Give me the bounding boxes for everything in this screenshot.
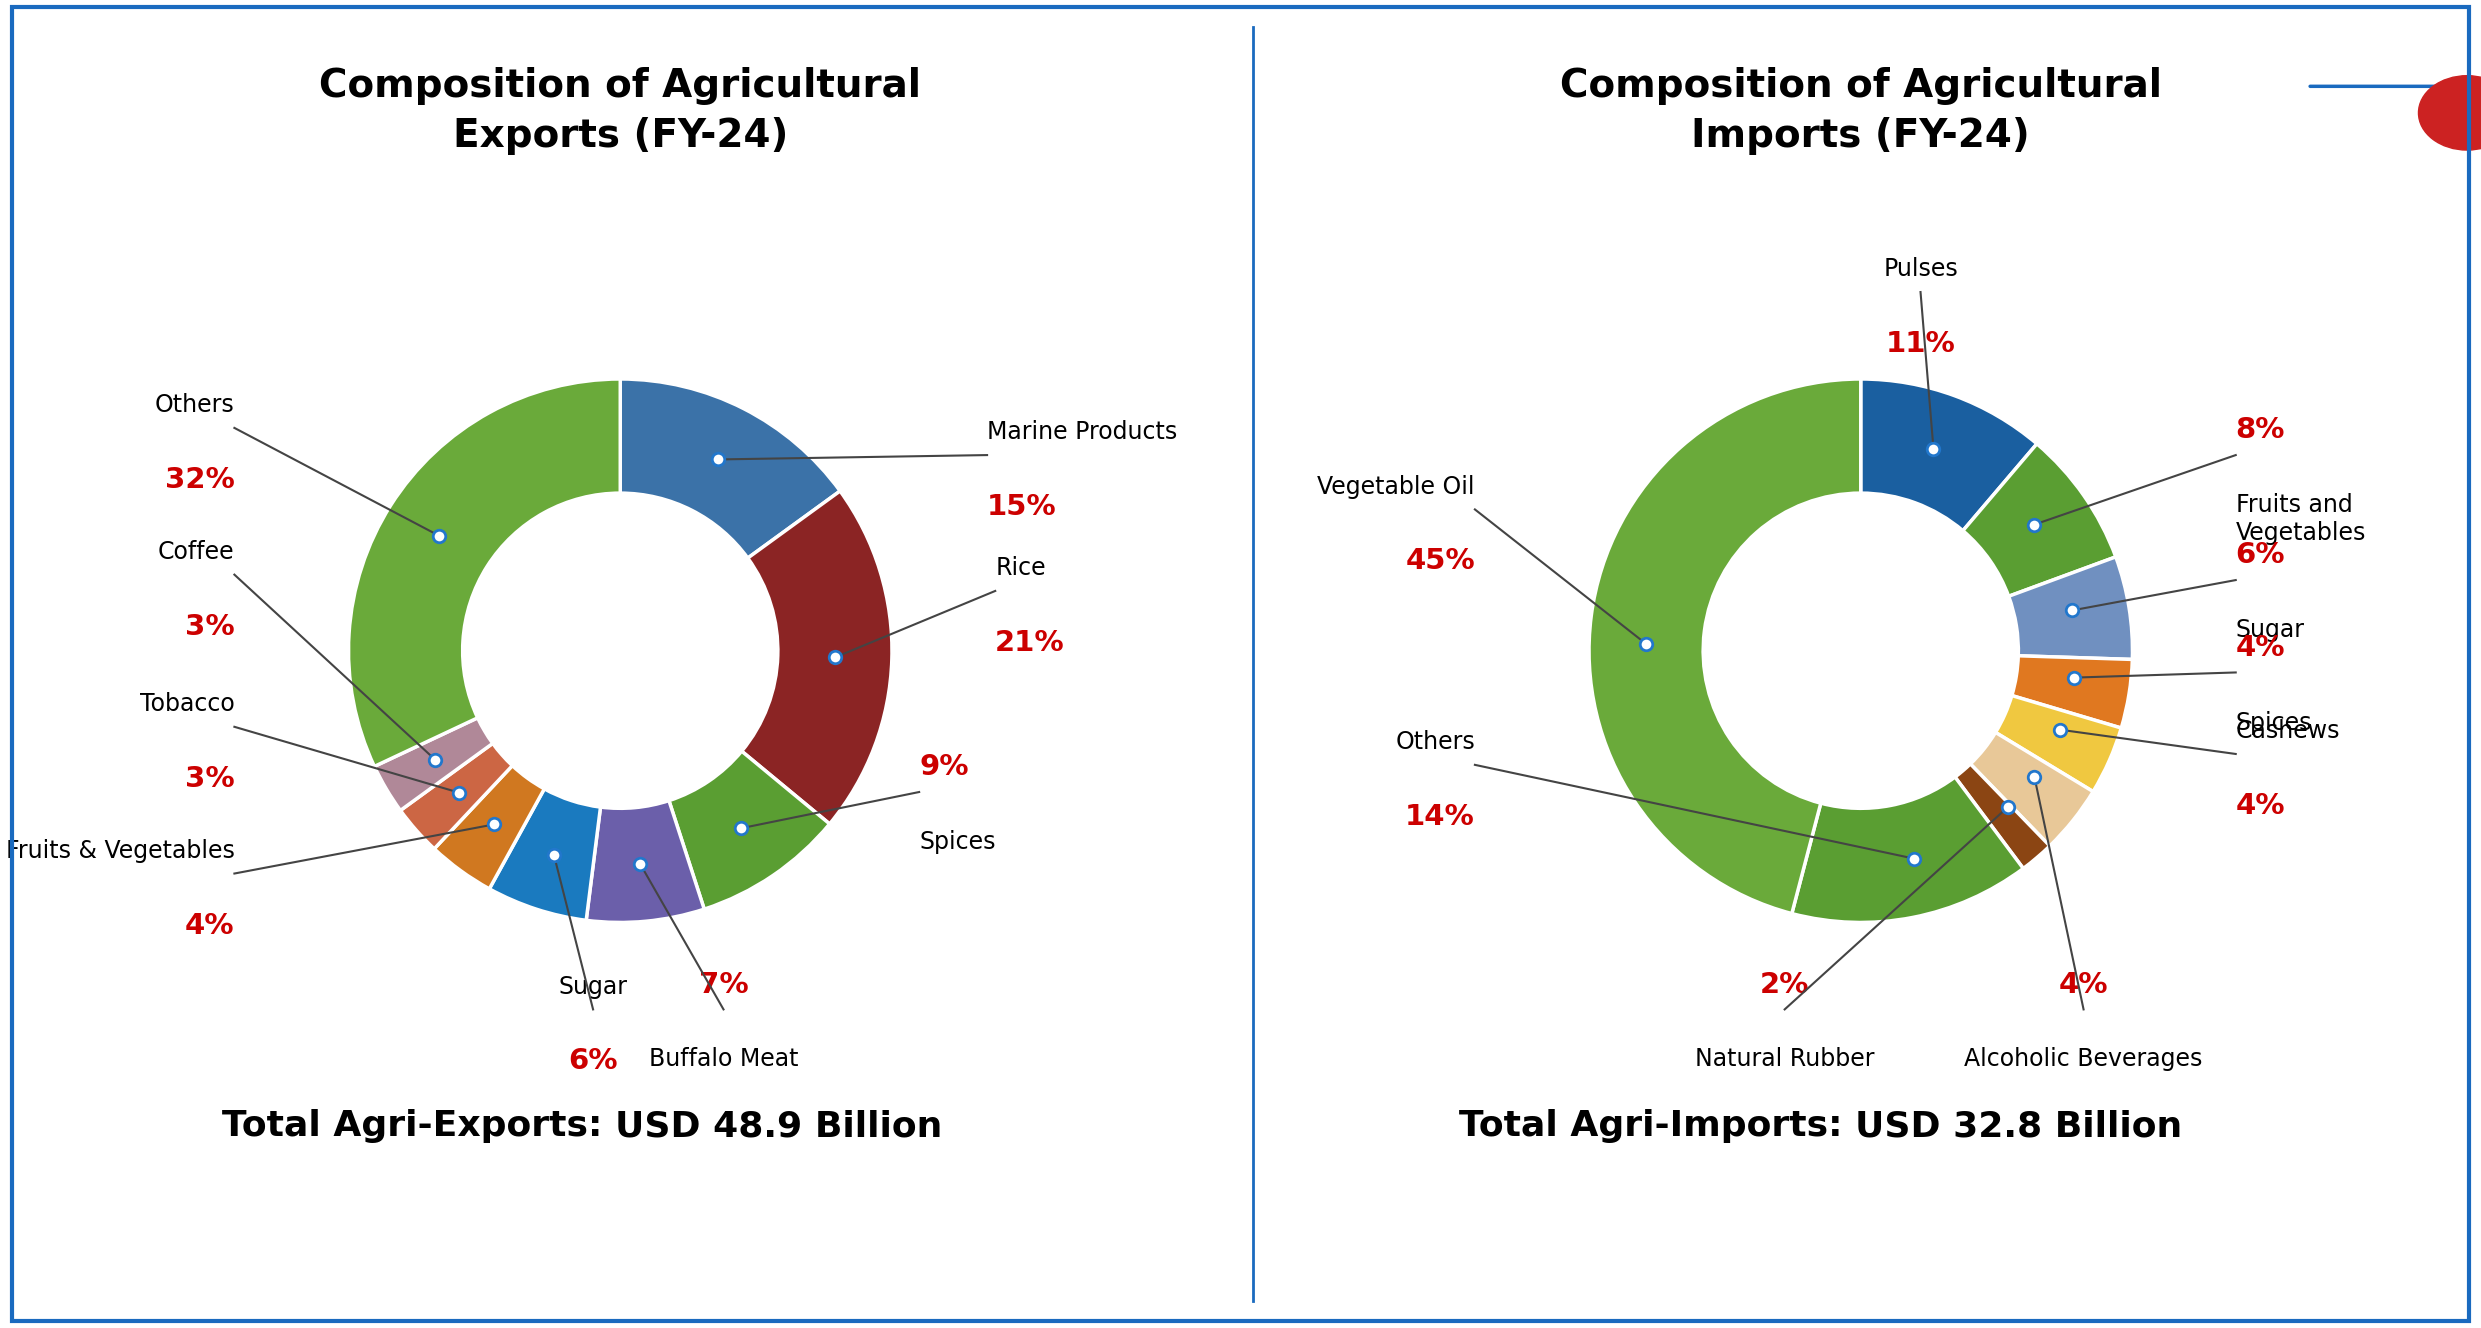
Wedge shape — [1861, 378, 2037, 531]
Wedge shape — [586, 801, 705, 923]
Text: Spices: Spices — [918, 830, 995, 854]
Text: Others: Others — [1394, 730, 1474, 754]
Text: Pulses: Pulses — [1883, 258, 1958, 282]
Text: 3%: 3% — [184, 765, 233, 793]
Wedge shape — [434, 766, 543, 888]
Wedge shape — [670, 752, 829, 910]
Text: Sugar: Sugar — [558, 975, 628, 999]
Text: 7%: 7% — [700, 971, 749, 999]
Text: Others: Others — [154, 393, 233, 417]
Wedge shape — [1955, 764, 2049, 869]
Wedge shape — [1970, 733, 2094, 846]
Text: 8%: 8% — [2235, 416, 2285, 444]
Wedge shape — [399, 744, 514, 849]
Text: Total Agri-Imports:: Total Agri-Imports: — [1459, 1109, 1856, 1143]
Text: 3%: 3% — [184, 612, 233, 640]
Text: 15%: 15% — [987, 493, 1057, 521]
Text: Marine Products: Marine Products — [987, 420, 1178, 444]
Text: Cashews: Cashews — [2235, 718, 2340, 744]
Wedge shape — [2010, 556, 2134, 660]
Text: 6%: 6% — [2235, 542, 2285, 570]
Wedge shape — [1995, 696, 2121, 791]
Text: 4%: 4% — [2235, 791, 2285, 819]
Text: 9%: 9% — [918, 753, 968, 781]
Text: Spices: Spices — [2235, 710, 2312, 734]
Circle shape — [1702, 493, 2020, 809]
Wedge shape — [1588, 378, 1861, 914]
Text: Coffee: Coffee — [159, 539, 233, 564]
Text: Natural Rubber: Natural Rubber — [1695, 1048, 1876, 1072]
Text: USD 48.9 Billion: USD 48.9 Billion — [615, 1109, 943, 1143]
Text: Vegetable Oil: Vegetable Oil — [1317, 474, 1474, 498]
Text: Sugar: Sugar — [2235, 618, 2305, 643]
Text: Alcoholic Beverages: Alcoholic Beverages — [1965, 1048, 2203, 1072]
Text: Composition of Agricultural
Imports (FY-24): Composition of Agricultural Imports (FY-… — [1561, 66, 2161, 154]
Text: Tobacco: Tobacco — [139, 692, 233, 716]
Text: 32%: 32% — [164, 466, 233, 494]
Text: Buffalo Meat: Buffalo Meat — [648, 1048, 799, 1072]
Circle shape — [461, 493, 779, 809]
Wedge shape — [375, 718, 494, 810]
Text: 14%: 14% — [1404, 803, 1474, 831]
Text: 21%: 21% — [995, 629, 1064, 657]
Text: 4%: 4% — [2235, 633, 2285, 661]
Text: 45%: 45% — [1404, 547, 1474, 575]
Text: 4%: 4% — [2059, 971, 2109, 999]
Wedge shape — [1962, 444, 2116, 596]
Wedge shape — [2012, 656, 2131, 728]
Text: 4%: 4% — [186, 911, 233, 940]
Text: Total Agri-Exports:: Total Agri-Exports: — [221, 1109, 615, 1143]
Wedge shape — [620, 378, 841, 558]
Wedge shape — [347, 378, 620, 766]
Text: USD 32.8 Billion: USD 32.8 Billion — [1856, 1109, 2183, 1143]
Wedge shape — [1791, 777, 2024, 923]
Wedge shape — [489, 789, 600, 920]
Text: 6%: 6% — [568, 1048, 618, 1076]
Text: Rice: Rice — [995, 556, 1047, 580]
Text: Composition of Agricultural
Exports (FY-24): Composition of Agricultural Exports (FY-… — [320, 66, 920, 154]
Text: Fruits and
Vegetables: Fruits and Vegetables — [2235, 493, 2367, 544]
Text: 11%: 11% — [1886, 331, 1955, 359]
Text: 2%: 2% — [1759, 971, 1809, 999]
Circle shape — [2419, 76, 2481, 150]
Text: Fruits & Vegetables: Fruits & Vegetables — [5, 839, 233, 863]
Wedge shape — [742, 491, 893, 823]
